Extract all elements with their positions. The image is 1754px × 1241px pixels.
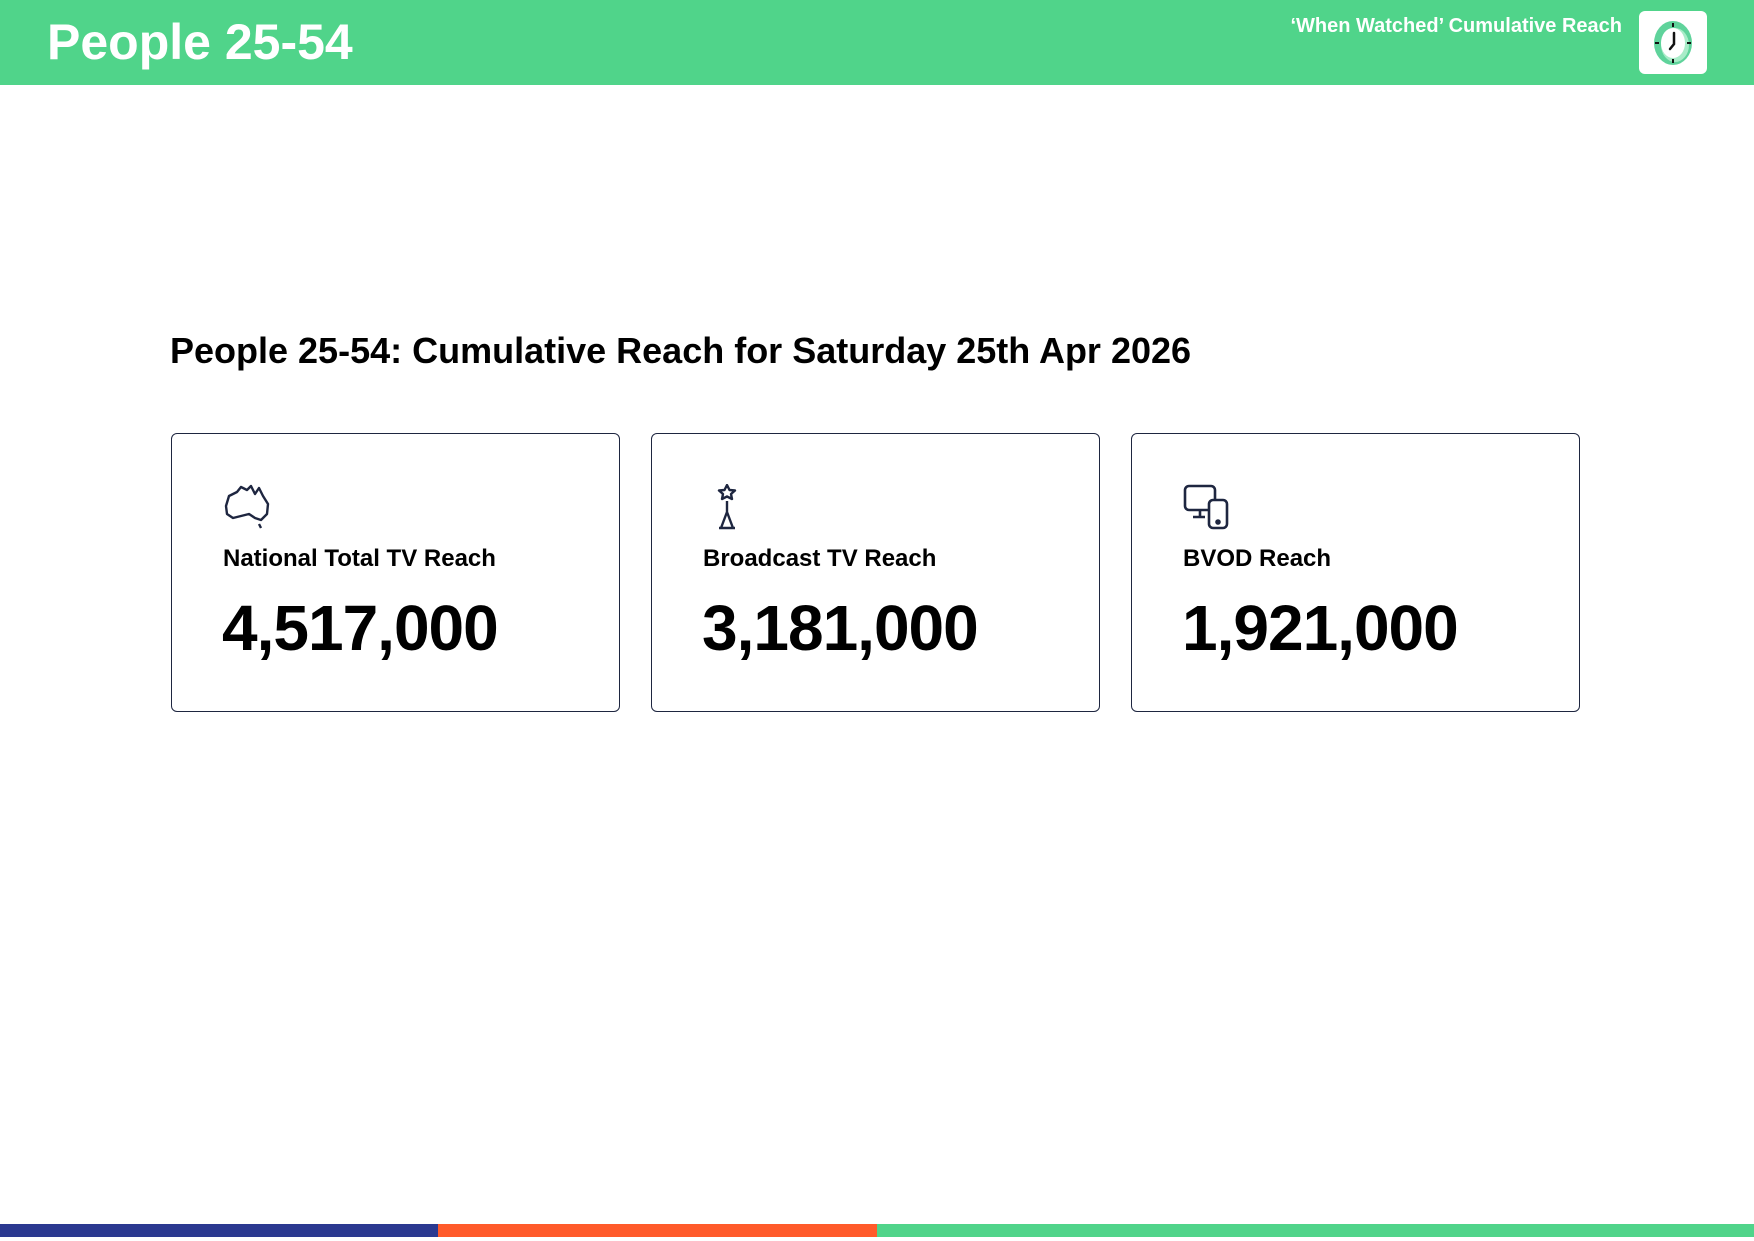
header: People 25-54 ‘When Watched’ Cumulative R… bbox=[0, 0, 1754, 85]
card-value: 4,517,000 bbox=[222, 592, 499, 664]
card-broadcast-tv-reach: Broadcast TV Reach 3,181,000 bbox=[651, 433, 1100, 712]
card-national-total-tv-reach: National Total TV Reach 4,517,000 bbox=[171, 433, 620, 712]
australia-map-icon bbox=[223, 484, 271, 530]
card-label: National Total TV Reach bbox=[223, 545, 496, 572]
section-heading: People 25-54: Cumulative Reach for Satur… bbox=[170, 330, 1192, 371]
footer-bar-green bbox=[877, 1224, 1754, 1237]
card-value: 3,181,000 bbox=[702, 592, 979, 664]
footer-bar-orange bbox=[438, 1224, 877, 1237]
card-value: 1,921,000 bbox=[1182, 592, 1459, 664]
page-title: People 25-54 bbox=[47, 14, 353, 70]
devices-icon bbox=[1183, 484, 1231, 530]
card-label: Broadcast TV Reach bbox=[703, 545, 937, 572]
clock-icon bbox=[1639, 11, 1707, 74]
footer-bar-navy bbox=[0, 1224, 438, 1237]
report-subtitle: ‘When Watched’ Cumulative Reach bbox=[1290, 15, 1622, 37]
broadcast-tower-icon bbox=[703, 483, 751, 530]
card-bvod-reach: BVOD Reach 1,921,000 bbox=[1131, 433, 1580, 712]
card-label: BVOD Reach bbox=[1183, 545, 1332, 572]
